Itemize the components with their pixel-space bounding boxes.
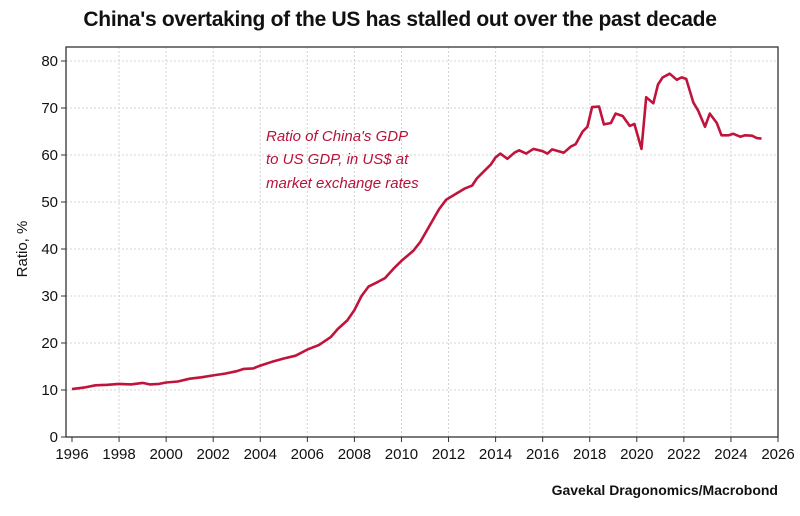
gridlines bbox=[66, 47, 778, 437]
chart-title: China's overtaking of the US has stalled… bbox=[83, 8, 717, 31]
annotation-line-3: market exchange rates bbox=[266, 175, 419, 192]
y-tick-label: 70 bbox=[41, 100, 58, 117]
x-tick-label: 2026 bbox=[761, 446, 794, 463]
x-tick-label: 2024 bbox=[714, 446, 747, 463]
y-axis-label: Ratio, % bbox=[14, 221, 31, 278]
x-tick-label: 2018 bbox=[573, 446, 606, 463]
y-tick-label: 0 bbox=[50, 429, 58, 446]
y-tick-label: 80 bbox=[41, 53, 58, 70]
x-tick-label: 2004 bbox=[244, 446, 277, 463]
series-line-gdp-ratio bbox=[71, 72, 762, 391]
annotation-line-2: to US GDP, in US$ at bbox=[266, 151, 409, 168]
tick-labels: 1996 1998 2000 2002 2004 2006 2008 2010 2012 2014… bbox=[41, 53, 794, 463]
y-tick-label: 50 bbox=[41, 194, 58, 211]
y-tick-label: 30 bbox=[41, 288, 58, 305]
y-tick-label: 20 bbox=[41, 335, 58, 352]
x-tick-label: 2010 bbox=[385, 446, 418, 463]
annotation-line-1: Ratio of China's GDP bbox=[266, 128, 408, 145]
y-tick-label: 10 bbox=[41, 382, 58, 399]
x-tick-label: 2002 bbox=[197, 446, 230, 463]
x-tick-label: 2016 bbox=[526, 446, 559, 463]
x-tick-label: 2014 bbox=[479, 446, 512, 463]
x-tick-label: 1996 bbox=[55, 446, 88, 463]
y-tick-label: 60 bbox=[41, 147, 58, 164]
x-tick-label: 2000 bbox=[149, 446, 182, 463]
source-credit: Gavekal Dragonomics/Macrobond bbox=[551, 482, 778, 498]
x-tick-label: 2020 bbox=[620, 446, 653, 463]
x-tick-label: 2022 bbox=[667, 446, 700, 463]
x-tick-label: 1998 bbox=[102, 446, 135, 463]
y-tick-label: 40 bbox=[41, 241, 58, 258]
x-tick-label: 2006 bbox=[291, 446, 324, 463]
plot-frame bbox=[65, 46, 779, 438]
x-tick-label: 2008 bbox=[338, 446, 371, 463]
x-tick-label: 2012 bbox=[432, 446, 465, 463]
axes bbox=[61, 46, 779, 442]
